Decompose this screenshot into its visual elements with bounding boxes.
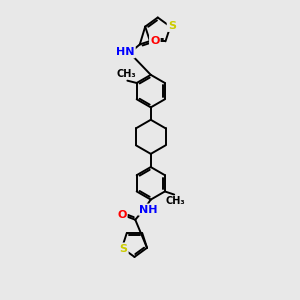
Text: S: S (119, 244, 128, 254)
Text: S: S (168, 21, 176, 31)
Text: NH: NH (139, 205, 158, 215)
Text: O: O (117, 210, 127, 220)
Text: CH₃: CH₃ (117, 69, 136, 79)
Text: O: O (150, 35, 160, 46)
Text: CH₃: CH₃ (165, 196, 185, 206)
Text: HN: HN (116, 47, 135, 57)
